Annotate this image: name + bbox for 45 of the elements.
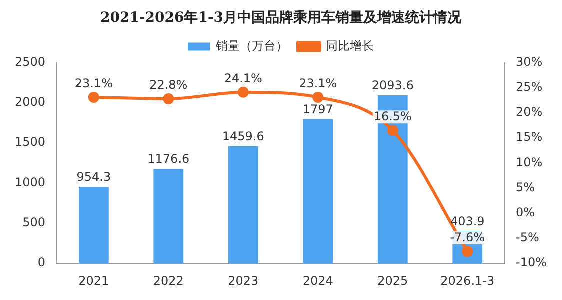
y2-tick-label: 5% bbox=[516, 180, 536, 194]
point bbox=[238, 86, 249, 98]
chart-title: 2021-2026年1-3月中国品牌乘用车销量及增速统计情况 bbox=[100, 9, 463, 26]
y-tick-label: 1000 bbox=[14, 175, 46, 190]
data-label: 23.1% bbox=[299, 76, 338, 91]
y-tick-label: 2500 bbox=[14, 54, 46, 69]
y-tick-label: 1500 bbox=[14, 135, 46, 150]
data-label: 1176.6 bbox=[148, 152, 190, 166]
y-tick-label: 0 bbox=[38, 256, 46, 270]
data-label: 1797 bbox=[302, 102, 334, 116]
point bbox=[88, 92, 100, 103]
data-label: 403.9 bbox=[450, 214, 485, 228]
bar bbox=[303, 119, 334, 264]
y2-tick-label: 25% bbox=[516, 80, 543, 94]
y2-tick-label: 20% bbox=[516, 105, 543, 120]
y-tick-label: 2000 bbox=[14, 95, 46, 110]
x-tick-label: 2022 bbox=[153, 274, 184, 288]
data-label: 22.8% bbox=[150, 78, 188, 92]
y2-tick-label: -10% bbox=[516, 256, 548, 270]
y2-tick-label: -5% bbox=[516, 230, 540, 245]
legend-label: 销量（万台） bbox=[215, 38, 288, 53]
data-label: 24.1% bbox=[224, 72, 262, 86]
point bbox=[312, 92, 324, 103]
legend-label: 同比增长 bbox=[326, 38, 374, 53]
y2-tick-label: 10% bbox=[516, 155, 543, 170]
x-tick-label: 2021 bbox=[78, 274, 110, 288]
x-tick-label: 2024 bbox=[302, 274, 334, 288]
x-tick-label: 2026.1-3 bbox=[440, 274, 495, 288]
bar bbox=[228, 146, 258, 264]
y-tick-label: 500 bbox=[22, 216, 46, 230]
bar bbox=[78, 186, 109, 264]
data-label: 1459.6 bbox=[222, 129, 264, 144]
x-tick-label: 2023 bbox=[228, 274, 259, 288]
data-label: 23.1% bbox=[74, 76, 113, 91]
y2-tick-label: 30% bbox=[516, 54, 543, 69]
data-label: 2093.6 bbox=[372, 78, 414, 93]
x-tick-label: 2025 bbox=[378, 274, 408, 288]
y2-tick-label: 15% bbox=[516, 130, 543, 144]
data-label: 954.3 bbox=[76, 170, 112, 184]
point bbox=[163, 93, 174, 104]
data-label: -7.6% bbox=[450, 230, 486, 245]
point bbox=[387, 125, 398, 136]
y2-tick-label: 0% bbox=[516, 206, 536, 220]
bar bbox=[154, 169, 184, 264]
data-label: 16.5% bbox=[374, 110, 412, 124]
